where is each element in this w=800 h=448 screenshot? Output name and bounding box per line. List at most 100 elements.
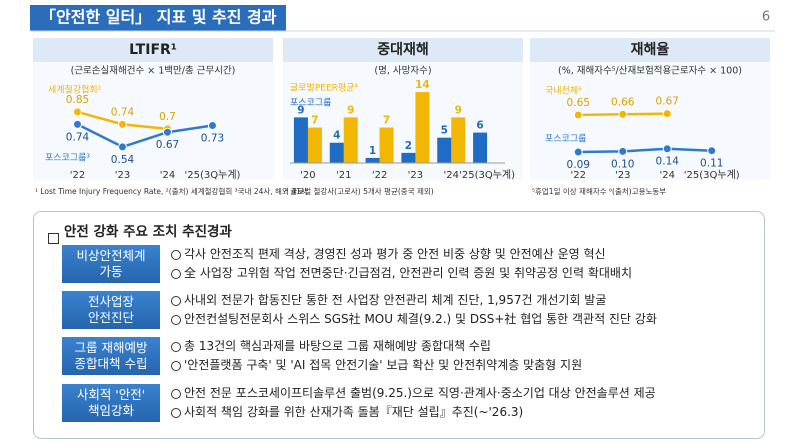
x-tick-label: '23 [115,170,130,181]
value-label: 0.65 [567,97,590,109]
action-item: 각사 안전조직 편제 격상, 경영진 성과 평가 중 안전 비중 상향 및 안전… [170,245,632,264]
action-item: 사내외 전문가 합동진단 통한 전 사업장 안전관리 체계 진단, 1,957건… [170,291,657,310]
value-label: 0.7 [159,111,176,123]
x-tick-label: '23 [615,170,630,181]
point [163,127,172,137]
action-label-line: 가동 [99,264,123,279]
value-label: 14 [415,79,430,91]
action-item: 全 사업장 고위험 작업 전면중단·긴급점검, 안전관리 인력 증원 및 취약공… [170,264,632,283]
action-row: 비상안전체계 가동 각사 안전조직 편제 격상, 경영진 성과 평가 중 안전 비중… [62,245,632,283]
action-label-line: 사회적 '안전' [76,387,146,402]
legend-label: 국내전체⁶ [545,86,582,97]
value-label: 0.85 [66,94,89,106]
value-label: 0.67 [656,96,679,108]
chart-subtitle: (%, 재해자수⁵/산재보험적용근로자수 × 100) [558,65,742,77]
value-label: 0.11 [700,158,723,170]
value-label: 5 [441,125,448,137]
chart-subtitle: (명, 사망자수) [374,66,431,77]
value-label: 6 [476,120,483,132]
checkbox-icon [48,233,59,244]
action-item: 사회적 책임 강화를 위한 산재가족 돌봄『재단 설립』추진(~'26.3) [170,403,656,422]
footnote: ⁴ 글로벌 철강사(고로사) 5개사 평균(중국 제외) [285,186,434,196]
panel-body [33,62,273,180]
bar [329,142,344,163]
bar [307,127,322,163]
actions-box: 안전 강화 주요 조치 추진경과 비상안전체계 가동 각사 안전조직 편제 격상, … [33,211,765,439]
value-label: 0.10 [611,158,634,170]
line [76,123,213,149]
action-row: 사회적 '안전' 책임강화 안전 전문 포스코세이프티솔루션 출범(9.25.)으로… [62,384,656,422]
chart-title: 중대재해 [377,42,429,58]
value-label: 9 [347,104,354,116]
point [662,144,672,154]
x-tick-label: '25(3Q누계) [185,169,241,181]
bar [401,152,416,163]
actions-title: 안전 강화 주요 조치 추진경과 [48,220,232,244]
value-label: 9 [455,104,462,116]
action-label-line: 종합대책 수립 [74,356,148,371]
x-tick-label: '23 [408,170,423,181]
point [618,109,628,119]
action-item: 총 13건의 핵심과제를 바탕으로 그룹 재해예방 종합대책 수립 [170,337,582,356]
value-label: 4 [333,130,340,142]
point [118,119,127,129]
panel [33,38,273,62]
legend-label: 포스코그룹 [545,134,586,145]
x-tick-label: '22 [70,170,85,181]
x-tick-label: '20 [300,170,315,181]
chart-title: 재해율 [631,41,670,58]
point [662,109,672,119]
action-items: 각사 안전조직 편제 격상, 경영진 성과 평가 중 안전 비중 상향 및 안전… [170,245,632,283]
footnote: ⁵휴업1일 이상 재해자수 ⁶(출처)고용노동부 [532,186,666,196]
action-item: '안전플랫폼 구축' 및 'AI 접목 안전기술' 보급 확산 및 안전취약계층… [170,356,582,375]
x-tick-label: '25(3Q누계) [684,169,740,181]
action-label-line: 그룹 재해예방 [74,340,148,355]
action-items: 총 13건의 핵심과제를 바탕으로 그룹 재해예방 종합대책 수립 '안전플랫폼 … [170,337,582,375]
legend-label: 세계철강협회² [48,84,102,96]
line [578,147,712,154]
bar [415,92,430,163]
legend-label: 포스코그룹 [290,98,331,109]
x-tick-label: '25(3Q누계) [459,169,515,181]
point [73,107,82,117]
x-tick-label: '21 [336,170,351,181]
action-item: 안전컨설팅전문회사 스위스 SGS社 MOU 체결(9.2.) 및 DSS+社 … [170,310,657,329]
action-row: 그룹 재해예방 종합대책 수립 총 13건의 핵심과제를 바탕으로 그룹 재해예방 … [62,337,582,375]
bar [293,117,308,163]
action-label: 비상안전체계 가동 [62,245,160,283]
bar [473,132,488,163]
x-tick-label: '22 [571,170,586,181]
action-label-line: 책임강화 [87,403,134,418]
action-label-line: 비상안전체계 [76,248,146,263]
value-label: 0.67 [156,139,179,151]
bar [437,137,452,163]
action-items: 안전 전문 포스코세이프티솔루션 출범(9.25.)으로 직영·관계사·중소기업… [170,384,656,422]
action-label: 전사업장 안전진단 [62,291,160,329]
value-label: 0.14 [656,156,680,168]
value-label: 7 [311,115,318,127]
page-title: 「안전한 일터」 지표 및 추진 경과 [40,8,277,27]
value-label: 0.74 [66,131,90,143]
point [573,147,583,157]
action-label: 그룹 재해예방 종합대책 수립 [62,337,160,375]
bar [451,117,466,163]
actions-title-text: 안전 강화 주요 조치 추진경과 [64,224,232,240]
legend-label: 포스코그룹³ [45,153,90,164]
chart-title: LTIFR¹ [129,42,177,58]
value-label: 0.66 [611,96,635,108]
x-tick-label: '24 [160,170,175,181]
value-label: 9 [297,104,304,116]
action-items: 사내외 전문가 합동진단 통한 전 사업장 안전관리 체계 진단, 1,957건… [170,291,657,329]
x-tick-label: '24 [660,170,675,181]
value-label: 0.73 [201,132,224,144]
footnote: ¹ Lost Time Injury Frequency Rate, ²(출처)… [35,186,308,196]
point [573,110,583,120]
panel [530,38,770,62]
bar [365,157,380,163]
title-banner [30,5,286,31]
value-label: 7 [383,115,390,127]
point [707,146,717,156]
value-label: 0.74 [111,106,135,118]
chart-subtitle: (근로손실재해건수 × 1백만/총 근무시간) [71,65,236,77]
